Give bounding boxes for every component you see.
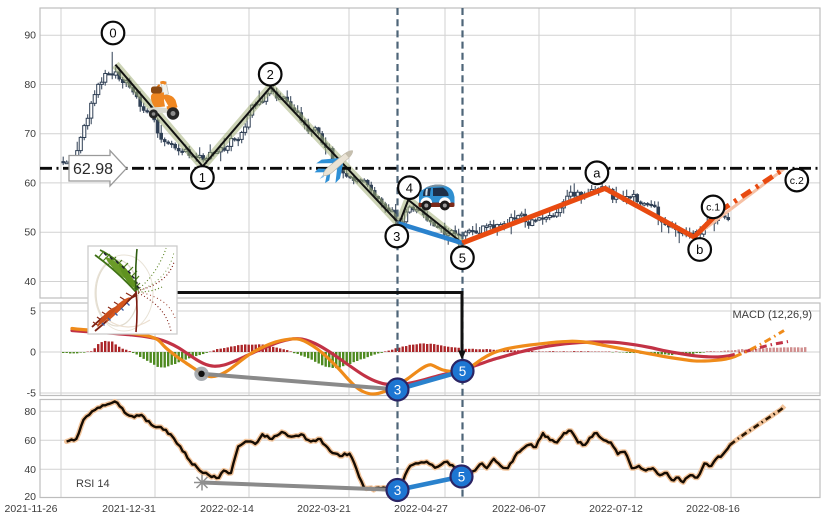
svg-text:2022-08-16: 2022-08-16 xyxy=(686,503,740,515)
svg-text:a: a xyxy=(593,166,601,181)
svg-text:2022-04-27: 2022-04-27 xyxy=(394,503,448,515)
svg-text:5: 5 xyxy=(30,306,36,318)
svg-text:c.2: c.2 xyxy=(790,175,804,187)
svg-text:2022-06-07: 2022-06-07 xyxy=(492,503,546,515)
svg-text:2022-03-21: 2022-03-21 xyxy=(297,503,351,515)
svg-text:0: 0 xyxy=(109,26,116,41)
svg-text:90: 90 xyxy=(24,30,36,42)
svg-text:80: 80 xyxy=(24,79,36,91)
svg-text:2022-07-12: 2022-07-12 xyxy=(589,503,643,515)
svg-text:1: 1 xyxy=(199,170,206,185)
svg-text:3: 3 xyxy=(394,483,402,498)
svg-text:2: 2 xyxy=(267,67,274,82)
svg-text:62.98: 62.98 xyxy=(73,161,113,178)
svg-text:3: 3 xyxy=(394,382,402,397)
svg-text:2021-11-26: 2021-11-26 xyxy=(5,503,58,515)
svg-text:80: 80 xyxy=(24,406,36,418)
svg-text:60: 60 xyxy=(24,177,36,189)
svg-text:20: 20 xyxy=(24,491,36,503)
svg-text:MACD (12,26,9): MACD (12,26,9) xyxy=(733,309,812,321)
svg-text:RSI 14: RSI 14 xyxy=(76,478,110,490)
svg-text:50: 50 xyxy=(24,227,36,239)
svg-text:5: 5 xyxy=(458,469,466,484)
svg-text:5: 5 xyxy=(459,364,467,379)
svg-text:3: 3 xyxy=(393,229,400,244)
svg-text:70: 70 xyxy=(24,128,36,140)
svg-text:4: 4 xyxy=(406,180,413,195)
svg-text:40: 40 xyxy=(24,276,36,288)
svg-text:b: b xyxy=(696,242,703,257)
svg-text:0: 0 xyxy=(30,347,36,359)
svg-text:-5: -5 xyxy=(27,388,36,400)
svg-text:2022-02-14: 2022-02-14 xyxy=(200,503,254,515)
svg-text:40: 40 xyxy=(24,464,36,476)
svg-text:2021-12-31: 2021-12-31 xyxy=(102,503,156,515)
svg-text:60: 60 xyxy=(24,435,36,447)
svg-text:5: 5 xyxy=(459,250,466,265)
svg-text:c.1: c.1 xyxy=(706,202,720,214)
